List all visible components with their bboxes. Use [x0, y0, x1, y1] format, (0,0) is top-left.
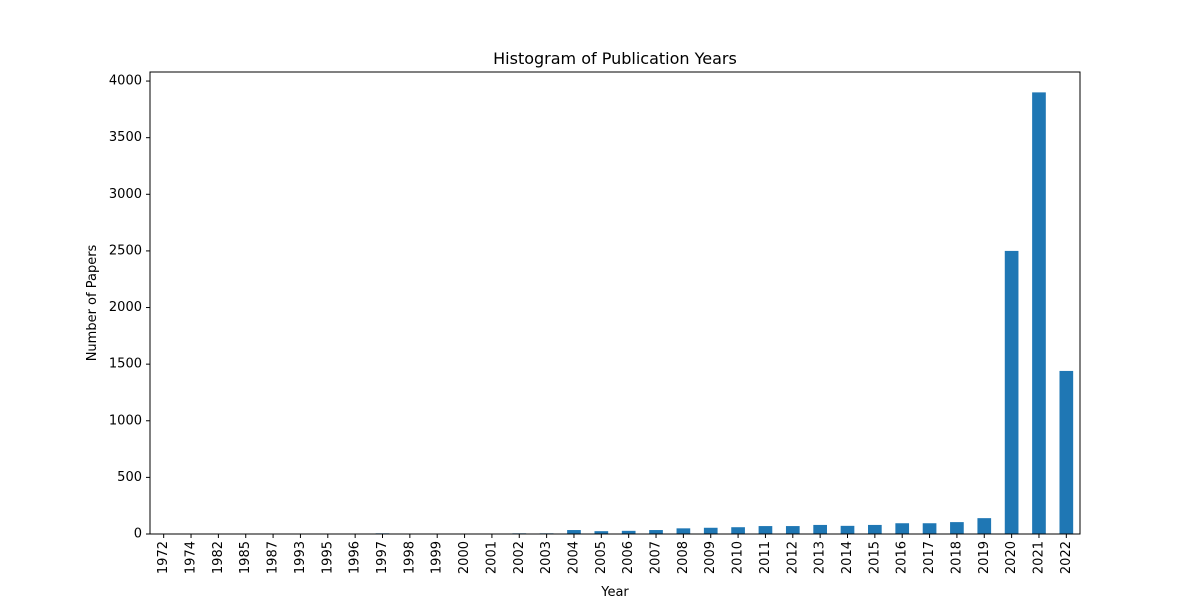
x-tick-label: 1987 [266, 541, 281, 574]
x-tick-label: 2007 [649, 541, 664, 574]
x-tick-label: 1982 [211, 541, 226, 574]
bar-2017 [922, 523, 937, 534]
x-tick-label: 2012 [785, 541, 800, 574]
x-tick-label: 2011 [758, 541, 773, 574]
y-tick-label: 3500 [109, 130, 142, 145]
x-tick-label: 1999 [430, 541, 445, 574]
x-tick-label: 2016 [895, 541, 910, 574]
y-tick-label: 2500 [109, 243, 142, 258]
y-tick-label: 4000 [109, 74, 142, 89]
bar-2015 [868, 524, 882, 534]
x-tick-label: 2020 [1004, 541, 1019, 574]
x-tick-label: 2006 [621, 541, 636, 574]
plot-frame [149, 71, 1081, 535]
x-tick-label: 2015 [867, 541, 882, 574]
bar-2005 [594, 531, 609, 534]
x-tick-label: 1985 [238, 541, 253, 574]
x-tick-label: 2017 [922, 541, 937, 574]
bar-2021 [1032, 92, 1046, 534]
x-tick-label: 2008 [676, 541, 691, 574]
x-tick-label: 2013 [813, 541, 828, 574]
x-tick-label: 1995 [320, 541, 335, 574]
x-tick-label: 2019 [977, 541, 992, 574]
x-tick-label: 2009 [703, 541, 718, 574]
bar-2022 [1059, 370, 1074, 534]
x-tick-label: 1974 [184, 541, 199, 574]
x-tick-label: 2000 [457, 541, 472, 574]
bar-2012 [785, 526, 800, 534]
y-tick-label: 1000 [109, 413, 142, 428]
y-tick-label: 3000 [109, 187, 142, 202]
y-tick-label: 500 [117, 470, 142, 485]
x-tick-label: 1996 [348, 541, 363, 574]
x-axis-title: Year [600, 585, 629, 600]
bar-2009 [703, 527, 718, 534]
x-tick-label: 2022 [1059, 541, 1074, 574]
x-tick-label: 1993 [293, 541, 308, 574]
bar-2016 [895, 523, 910, 534]
x-tick-label: 2005 [594, 541, 609, 574]
x-tick-label: 2002 [512, 541, 527, 574]
x-tick-label: 1997 [375, 541, 390, 574]
x-tick-label: 2014 [840, 541, 855, 574]
bar-2010 [731, 527, 745, 534]
bars-group [156, 92, 1074, 534]
bar-2018 [950, 522, 964, 534]
x-tick-label: 1998 [402, 541, 417, 574]
x-axis-ticks: 1972 1974 1982 1985 1987 1993 1995 1996 1997 1998… [156, 534, 1074, 574]
chart-title: Histogram of Publication Years [493, 49, 737, 68]
x-tick-label: 2018 [949, 541, 964, 574]
x-tick-label: 2021 [1031, 541, 1046, 574]
bar-2008 [676, 528, 691, 534]
y-axis-ticks: 0 500 1000 1500 2000 2500 3000 3500 4000 [109, 74, 150, 542]
bar-2014 [840, 525, 855, 534]
x-tick-label: 2003 [539, 541, 554, 574]
bar-2019 [977, 518, 992, 534]
bar-2013 [813, 524, 827, 534]
bar-2007 [649, 530, 663, 534]
y-axis-title: Number of Papers [85, 244, 100, 361]
y-tick-label: 2000 [109, 300, 142, 315]
bar-2011 [758, 526, 773, 534]
x-tick-label: 2010 [731, 541, 746, 574]
bar-2020 [1004, 250, 1019, 534]
x-tick-label: 1972 [156, 541, 171, 574]
y-tick-label: 1500 [109, 357, 142, 372]
x-tick-label: 2001 [484, 541, 499, 574]
bar-2006 [621, 530, 636, 534]
y-tick-label: 0 [134, 527, 142, 542]
bar-2004 [567, 530, 581, 534]
x-tick-label: 2004 [566, 541, 581, 574]
